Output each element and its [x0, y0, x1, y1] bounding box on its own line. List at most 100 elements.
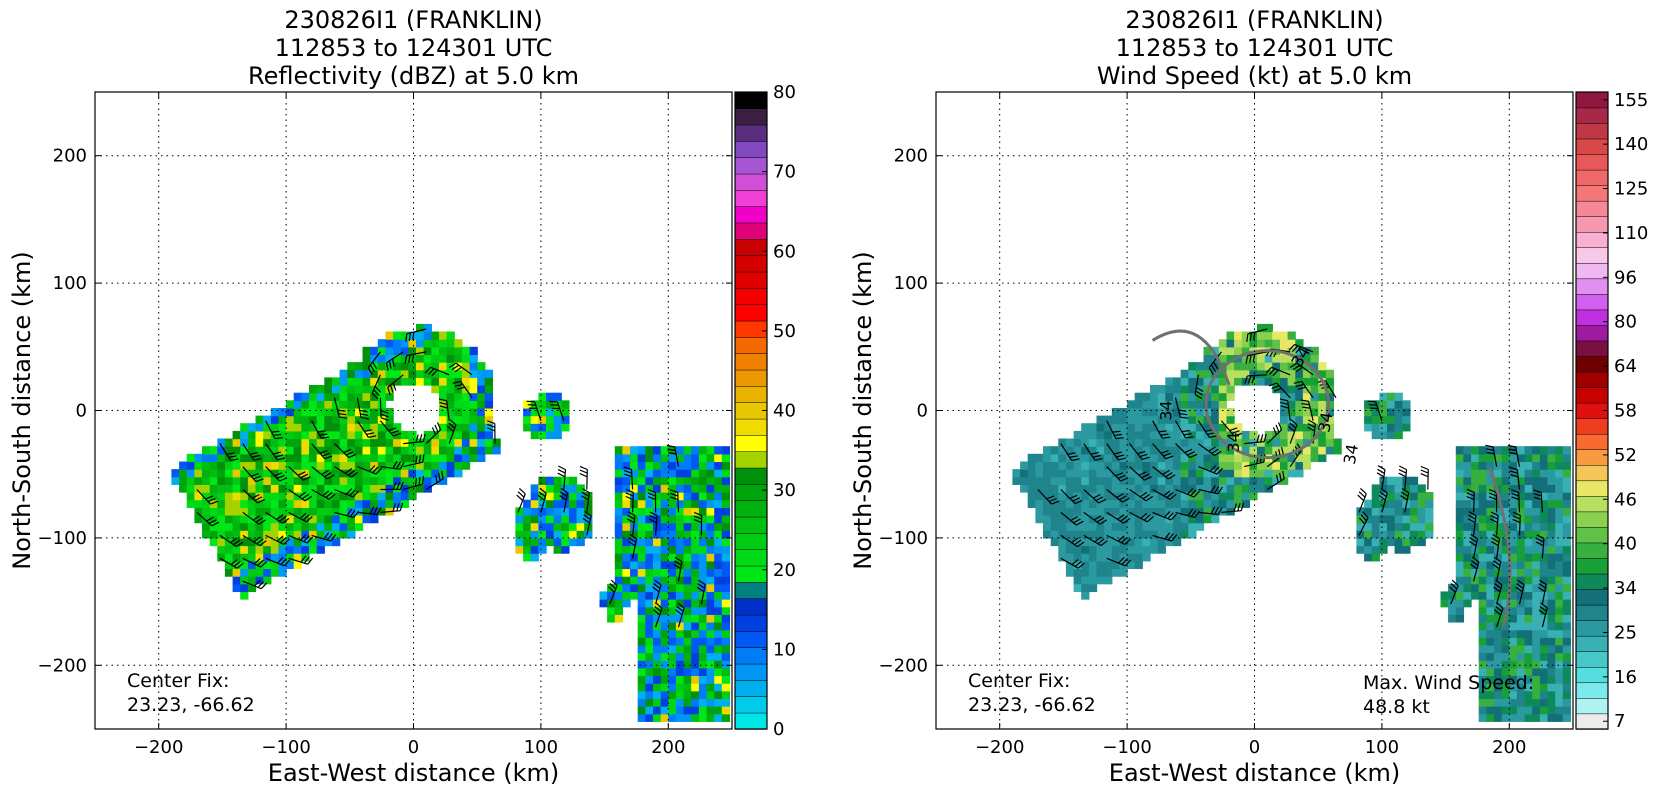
data-cell: [1050, 469, 1059, 478]
data-cell: [309, 430, 318, 440]
data-cell: [553, 530, 562, 539]
barb-flag: [1507, 444, 1516, 448]
data-cell: [408, 369, 417, 378]
data-cell: [1417, 499, 1426, 508]
data-cell: [1562, 499, 1572, 508]
data-cell: [1180, 415, 1189, 424]
data-cell: [1065, 438, 1075, 447]
data-cell: [1547, 690, 1556, 700]
data-cell: [217, 461, 226, 470]
data-cell: [1096, 560, 1105, 570]
data-cell: [1287, 385, 1296, 394]
data-cell: [714, 698, 723, 707]
data-cell: [622, 530, 631, 539]
data-cell: [1310, 354, 1319, 363]
data-cell: [1065, 553, 1075, 562]
wind-barb: [1535, 534, 1545, 559]
data-cell: [1318, 453, 1327, 463]
data-cell: [278, 438, 287, 447]
data-cell: [377, 362, 387, 371]
data-cell: [1524, 583, 1533, 593]
barb-flag: [1193, 490, 1200, 498]
data-cell: [446, 453, 455, 463]
data-cell: [721, 560, 731, 570]
data-cell: [698, 667, 708, 677]
data-cell: [1402, 492, 1411, 501]
barb-flag: [1071, 458, 1080, 462]
data-cell: [1287, 346, 1296, 356]
data-cell: [1218, 446, 1228, 455]
data-cell: [217, 484, 226, 493]
data-cell: [1234, 331, 1243, 340]
wind-barb: [1507, 444, 1521, 467]
data-cell: [1509, 545, 1518, 554]
wind-barb: [1266, 422, 1283, 445]
data-cell: [630, 576, 639, 585]
data-cell: [347, 515, 356, 524]
data-cell: [706, 614, 715, 623]
colorbar-segment: [1575, 138, 1609, 155]
data-cell: [217, 492, 226, 501]
data-cell: [691, 568, 700, 577]
data-cell: [1058, 438, 1067, 447]
barb-flag: [627, 540, 636, 547]
data-cell: [1073, 515, 1082, 524]
data-cell: [538, 415, 547, 424]
data-cell: [255, 522, 264, 531]
data-cell: [1111, 522, 1121, 531]
data-cell: [698, 453, 708, 463]
data-cell: [706, 484, 715, 493]
data-cell: [431, 331, 440, 340]
data-cell: [1501, 713, 1510, 722]
data-cell: [1264, 377, 1273, 386]
data-cell: [683, 461, 692, 470]
data-cell: [523, 423, 532, 432]
wind-barb: [1174, 397, 1189, 419]
data-cell: [653, 637, 662, 646]
data-cell: [1387, 430, 1396, 440]
data-cell: [1104, 576, 1113, 585]
data-cell: [1532, 599, 1541, 608]
data-cell: [1379, 492, 1388, 501]
data-cell: [393, 438, 402, 447]
data-cell: [301, 469, 310, 478]
barb-flag: [1291, 345, 1299, 353]
data-cell: [675, 660, 685, 669]
barb-flag: [337, 409, 346, 412]
data-cell: [362, 392, 371, 401]
data-cell: [653, 507, 662, 516]
barb-flag: [675, 609, 683, 616]
data-cell: [515, 522, 524, 531]
data-cell: [1058, 553, 1067, 562]
data-cell: [561, 423, 570, 432]
data-cell: [668, 644, 677, 654]
data-cell: [477, 446, 486, 455]
data-cell: [1264, 469, 1273, 478]
data-cell: [270, 499, 280, 508]
data-cell: [1371, 499, 1380, 508]
colorbar-segment: [734, 320, 768, 338]
data-cell: [721, 453, 731, 463]
data-cell: [416, 484, 425, 493]
data-cell: [1104, 484, 1113, 493]
center-fix-annotation: Center Fix:: [127, 670, 229, 692]
data-cell: [721, 606, 731, 615]
barb-flag: [1290, 419, 1298, 426]
barb-flag: [230, 537, 238, 544]
data-cell: [224, 560, 234, 570]
data-cell: [316, 484, 325, 493]
barb-flag: [627, 514, 635, 520]
data-cell: [1295, 430, 1304, 440]
data-cell: [393, 354, 402, 363]
data-cell: [1134, 553, 1143, 562]
data-cell: [1494, 446, 1503, 455]
data-cell: [1241, 453, 1251, 463]
data-cell: [1096, 492, 1105, 501]
data-cell: [1088, 583, 1098, 593]
data-cell: [721, 667, 731, 677]
data-cell: [1516, 667, 1526, 677]
data-cell: [1524, 545, 1533, 554]
data-cell: [1111, 469, 1121, 478]
wind-barb: [1265, 366, 1291, 377]
data-cell: [1157, 507, 1166, 516]
